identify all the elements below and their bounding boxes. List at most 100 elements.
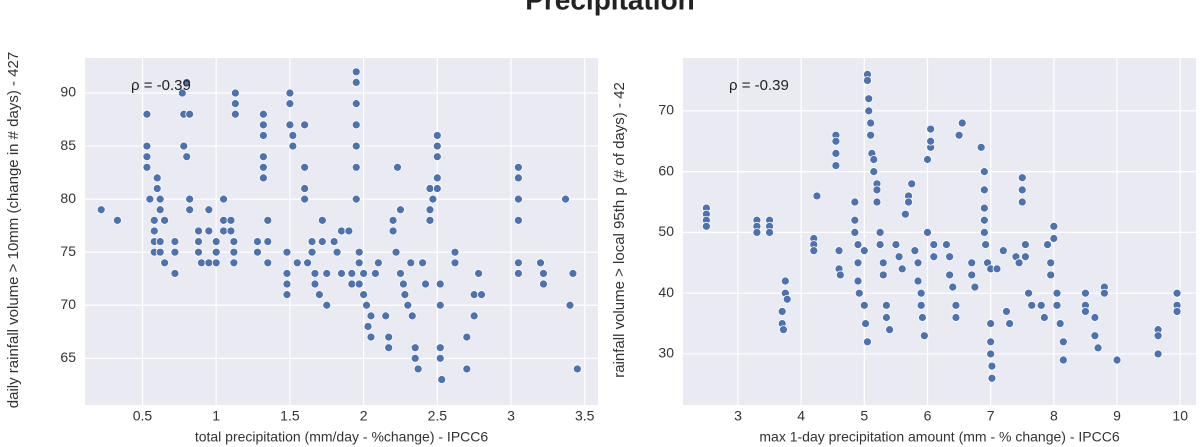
point	[263, 258, 273, 268]
point	[435, 343, 445, 353]
point	[992, 264, 1002, 274]
point	[310, 279, 320, 289]
point	[863, 76, 872, 85]
point	[929, 240, 939, 249]
x-axis-label: max 1-day precipitation amount (mm - % c…	[759, 429, 1119, 445]
point	[300, 162, 310, 172]
point	[282, 269, 292, 278]
point	[351, 67, 361, 77]
point	[1017, 185, 1027, 195]
point	[391, 247, 401, 257]
point	[160, 215, 170, 225]
point	[230, 109, 240, 119]
point	[1172, 307, 1182, 316]
point	[1017, 197, 1027, 207]
point	[853, 240, 863, 249]
point	[282, 290, 292, 300]
y-tick-label: 75	[60, 243, 76, 259]
point	[432, 173, 442, 183]
x-tick-label: 2	[360, 408, 368, 424]
point	[853, 258, 863, 268]
x-tick-label: 3.5	[575, 408, 595, 424]
point	[861, 319, 870, 328]
point	[1017, 173, 1027, 183]
point	[945, 270, 955, 280]
point	[152, 184, 162, 193]
point	[831, 149, 841, 158]
point	[359, 269, 369, 278]
point	[701, 221, 711, 231]
point	[979, 167, 989, 177]
point	[351, 141, 361, 151]
point	[229, 237, 239, 246]
point	[366, 332, 376, 342]
point	[572, 364, 582, 374]
x-tick-label: 5	[860, 408, 868, 424]
point	[437, 375, 447, 384]
point	[913, 258, 923, 268]
x-tick-label: 2.5	[428, 408, 448, 424]
point	[400, 290, 410, 300]
figure-title: Precipitation	[525, 0, 695, 15]
point	[970, 282, 980, 292]
x-tick-label: 7	[987, 408, 995, 424]
point	[1046, 270, 1056, 280]
point	[288, 141, 298, 151]
point	[347, 279, 357, 289]
point	[182, 78, 192, 87]
point	[418, 258, 427, 268]
point	[396, 205, 405, 215]
point	[371, 269, 380, 278]
y-tick-label: 70	[60, 296, 76, 312]
point	[780, 276, 790, 286]
point	[362, 300, 371, 310]
point	[1046, 258, 1056, 268]
point	[258, 120, 268, 130]
point	[155, 205, 165, 215]
x-tick-label: 3	[734, 408, 742, 424]
point	[96, 205, 106, 215]
point	[536, 258, 545, 268]
point	[850, 215, 860, 225]
y-tick-label: 40	[658, 284, 674, 300]
point	[425, 215, 435, 225]
point	[253, 247, 262, 257]
point	[513, 258, 523, 268]
point	[229, 258, 239, 268]
point	[194, 247, 203, 257]
point	[907, 179, 917, 189]
point	[258, 131, 268, 140]
point	[835, 270, 845, 280]
point	[1027, 300, 1037, 310]
point	[155, 247, 165, 257]
point	[1172, 288, 1182, 298]
y-tick-label: 65	[60, 349, 76, 365]
point	[1052, 288, 1062, 298]
point	[462, 364, 472, 374]
point	[812, 191, 822, 201]
point	[428, 194, 438, 204]
point	[288, 131, 298, 140]
point	[410, 353, 420, 363]
point	[926, 136, 936, 146]
point	[872, 185, 882, 195]
point	[155, 237, 165, 246]
point	[435, 300, 445, 310]
point	[1090, 331, 1100, 341]
point	[513, 194, 523, 204]
point	[432, 131, 442, 140]
point	[384, 343, 394, 353]
point	[1090, 313, 1100, 322]
point	[292, 258, 302, 268]
point	[1099, 288, 1109, 298]
point	[853, 276, 863, 286]
point	[513, 269, 523, 278]
y-tick-label: 85	[60, 137, 76, 153]
point	[863, 337, 872, 347]
point	[219, 215, 228, 225]
point	[160, 258, 170, 268]
x-tick-label: 4	[797, 408, 805, 424]
point	[307, 247, 317, 257]
point	[354, 258, 364, 268]
